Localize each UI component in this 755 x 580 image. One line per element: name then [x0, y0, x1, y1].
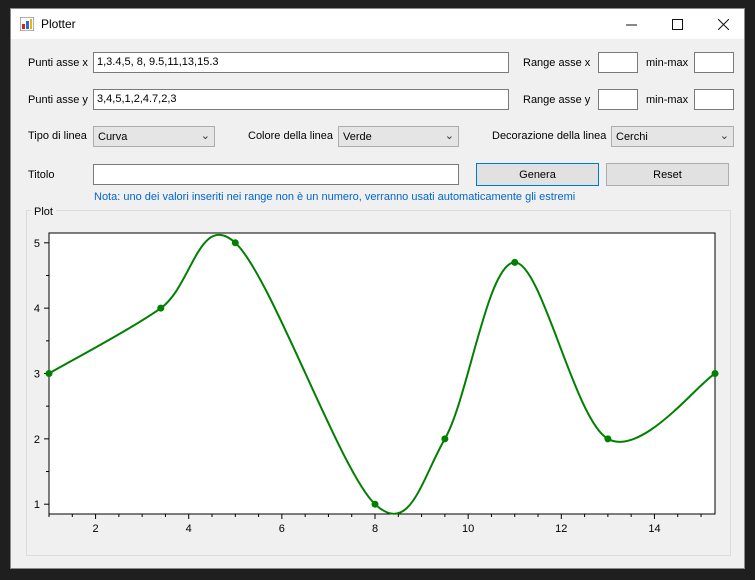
- y-tick-label: 5: [34, 238, 40, 250]
- y-points-label: Punti asse y: [28, 94, 88, 106]
- y-tick-label: 1: [34, 499, 40, 511]
- maximize-icon: [671, 18, 683, 30]
- decoration-select[interactable]: Cerchi ⌄: [611, 126, 734, 147]
- chevron-down-icon: ⌄: [719, 130, 729, 142]
- data-point: [45, 370, 53, 377]
- range-warning-note: Nota: uno dei valori inseriti nei range …: [94, 191, 576, 203]
- minimize-icon: [625, 24, 637, 25]
- y-tick-label: 2: [34, 434, 40, 446]
- range-x-minmax-label: min-max: [646, 57, 689, 69]
- range-x-minmax-input[interactable]: [694, 52, 734, 73]
- range-x-label: Range asse x: [523, 57, 591, 69]
- data-point: [511, 258, 519, 266]
- range-y-label: Range asse y: [523, 94, 591, 106]
- x-tick-label: 12: [555, 523, 567, 535]
- line-type-value: Curva: [98, 131, 128, 143]
- y-tick-label: 4: [34, 303, 40, 315]
- line-type-label: Tipo di linea: [28, 130, 87, 142]
- reset-button[interactable]: Reset: [606, 163, 729, 186]
- data-point: [441, 435, 449, 443]
- close-icon: [717, 18, 729, 30]
- line-color-value: Verde: [343, 131, 372, 143]
- x-tick-label: 8: [372, 523, 378, 535]
- data-point: [371, 500, 379, 508]
- x-tick-label: 4: [186, 523, 192, 535]
- decoration-value: Cerchi: [616, 131, 648, 143]
- line-color-select[interactable]: Verde ⌄: [338, 126, 459, 147]
- range-y-minmax-input[interactable]: [694, 89, 734, 110]
- chevron-down-icon: ⌄: [200, 130, 210, 142]
- data-point: [604, 435, 612, 443]
- data-point: [711, 370, 719, 377]
- x-tick-label: 10: [462, 523, 474, 535]
- app-icon: [20, 17, 34, 31]
- title-input[interactable]: [93, 164, 459, 185]
- title-label: Titolo: [28, 169, 55, 181]
- chevron-down-icon: ⌄: [444, 130, 454, 142]
- window-title: Plotter: [41, 17, 76, 31]
- decoration-label: Decorazione della linea: [492, 130, 607, 142]
- generate-button[interactable]: Genera: [476, 163, 599, 186]
- data-point: [157, 304, 165, 312]
- x-tick-label: 6: [279, 523, 285, 535]
- line-color-label: Colore della linea: [248, 130, 333, 142]
- x-tick-label: 14: [648, 523, 660, 535]
- series-line: [48, 233, 716, 515]
- y-points-input[interactable]: 3,4,5,1,2,4.7,2,3: [93, 89, 509, 110]
- range-y-input[interactable]: [598, 89, 638, 110]
- range-x-input[interactable]: [598, 52, 638, 73]
- minimize-button[interactable]: [608, 9, 654, 39]
- plot-group-label: Plot: [31, 205, 56, 219]
- title-bar[interactable]: Plotter: [11, 9, 744, 39]
- plotter-window: Plotter Punti asse x 1,3.4,5, 8, 9.5,11,…: [10, 8, 745, 569]
- plot-area: [48, 232, 716, 515]
- plot-groupbox: [26, 210, 731, 556]
- x-points-label: Punti asse x: [28, 57, 88, 69]
- range-y-minmax-label: min-max: [646, 94, 689, 106]
- x-points-input[interactable]: 1,3.4,5, 8, 9.5,11,13,15.3: [93, 52, 509, 73]
- close-button[interactable]: [700, 9, 746, 39]
- maximize-button[interactable]: [654, 9, 700, 39]
- y-tick-label: 3: [34, 369, 40, 381]
- line-type-select[interactable]: Curva ⌄: [93, 126, 215, 147]
- x-tick-label: 2: [93, 523, 99, 535]
- data-point: [231, 239, 239, 247]
